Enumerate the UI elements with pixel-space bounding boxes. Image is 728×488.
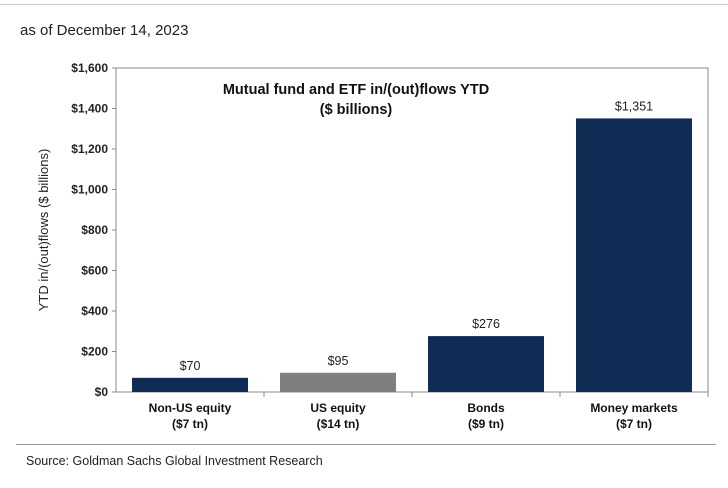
y-tick-labels: $0 $200 $400 $600 $800 $1,000 $1,200 $1,400 $1,6… (71, 61, 108, 399)
bar (132, 377, 248, 392)
data-labels: $70 $95 $276 $1,351 (180, 99, 654, 372)
category-label: ($9 tn) (468, 417, 504, 431)
as-of-date: as of December 14, 2023 (20, 22, 189, 39)
bars (132, 118, 692, 393)
category-labels: Non-US equity ($7 tn) US equity ($14 tn) Bon… (149, 401, 678, 431)
y-tick-label: $400 (81, 304, 108, 318)
y-tick-label: $600 (81, 264, 108, 278)
category-label: Money markets (590, 401, 678, 415)
y-tick-label: $1,200 (71, 142, 108, 156)
y-tick-label: $1,600 (71, 61, 108, 75)
chart-subtitle: ($ billions) (320, 102, 393, 118)
data-label: $70 (180, 359, 201, 373)
category-label: US equity (310, 401, 366, 415)
y-tick-label: $200 (81, 345, 108, 359)
data-label: $276 (472, 317, 500, 331)
category-label: ($7 tn) (172, 417, 208, 431)
bar (428, 336, 544, 392)
chart-title: Mutual fund and ETF in/(out)flows YTD (223, 82, 489, 98)
top-rule (0, 4, 728, 5)
chart-titles: Mutual fund and ETF in/(out)flows YTD ($ … (223, 82, 489, 118)
y-tick-label: $800 (81, 223, 108, 237)
category-label: Non-US equity (149, 401, 232, 415)
y-tick-label: $1,400 (71, 102, 108, 116)
data-label: $1,351 (615, 99, 653, 113)
bar-chart: YTD in/(out)flows ($ billions) $0 $200 $40… (36, 61, 709, 431)
y-tick-label: $0 (95, 385, 109, 399)
bar (280, 372, 396, 392)
category-label: Bonds (467, 401, 505, 415)
y-tick-label: $1,000 (71, 183, 108, 197)
category-label: ($7 tn) (616, 417, 652, 431)
data-label: $95 (328, 354, 349, 368)
y-axis-title: YTD in/(out)flows ($ billions) (36, 149, 51, 312)
bar (576, 118, 692, 393)
bottom-rule (16, 444, 716, 445)
plot-frame (112, 67, 709, 397)
source-note: Source: Goldman Sachs Global Investment … (26, 454, 323, 468)
y-axis-label: YTD in/(out)flows ($ billions) (36, 149, 51, 312)
category-label: ($14 tn) (317, 417, 360, 431)
